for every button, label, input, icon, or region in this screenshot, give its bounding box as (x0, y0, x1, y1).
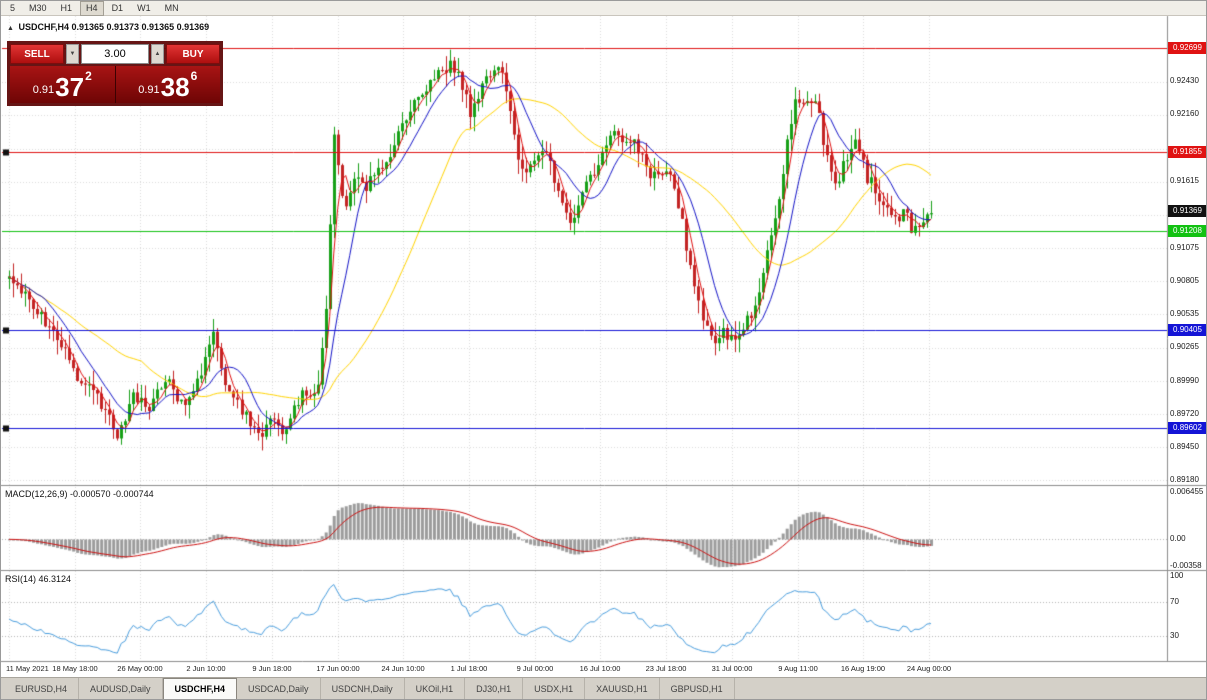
tab-label: GBPUSD,H1 (670, 683, 723, 694)
timeframe-m5-button[interactable]: 5 (10, 2, 16, 13)
collapse-chart-icon[interactable]: ▲ (7, 25, 14, 32)
tab-label: XAUUSD,H1 (596, 683, 648, 694)
timeframe-h4-button[interactable]: H4 (80, 1, 104, 16)
tab-dj30-h1[interactable]: DJ30,H1 (465, 678, 524, 699)
sell-price-prefix: 0.91 (32, 84, 55, 96)
tab-label: AUDUSD,Daily (90, 683, 151, 694)
tab-label: USDCAD,Daily (248, 683, 309, 694)
tab-usdchf-h4[interactable]: USDCHF,H4 (162, 678, 238, 699)
timeframe-mn-button[interactable]: MN (164, 2, 179, 13)
tab-label: UKOil,H1 (415, 683, 454, 694)
trade-controls-row: SELL ▼ 3.00 ▲ BUY (10, 44, 220, 64)
sell-button[interactable]: SELL (10, 44, 64, 64)
buy-price-main: 38 (160, 72, 190, 102)
tab-audusd-daily[interactable]: AUDUSD,Daily (79, 678, 163, 699)
volume-stepper-button[interactable]: ▲ (151, 44, 164, 64)
buy-price-pip: 6 (190, 69, 198, 83)
trade-price-row: 0.91 37 2 0.91 38 6 (10, 66, 220, 103)
volume-input[interactable]: 3.00 (81, 44, 149, 64)
tab-label: USDX,H1 (534, 683, 574, 694)
timeframe-d1-button[interactable]: D1 (111, 2, 124, 13)
tab-label: EURUSD,H4 (15, 683, 68, 694)
tab-usdcad-daily[interactable]: USDCAD,Daily (237, 678, 321, 699)
chart-tab-bar: EURUSD,H4 AUDUSD,Daily USDCHF,H4 USDCAD,… (1, 677, 1206, 699)
tab-label: USDCHF,H4 (174, 684, 226, 694)
tab-ukoil-h1[interactable]: UKOil,H1 (405, 678, 466, 699)
timeframe-m30-button[interactable]: M30 (29, 2, 47, 13)
buy-button[interactable]: BUY (166, 44, 220, 64)
tab-xauusd-h1[interactable]: XAUUSD,H1 (585, 678, 660, 699)
tab-label: USDCNH,Daily (331, 683, 393, 694)
sell-price-main: 37 (55, 72, 85, 102)
buy-price-display[interactable]: 0.91 38 6 (115, 66, 220, 103)
tab-usdx-h1[interactable]: USDX,H1 (523, 678, 586, 699)
timeframe-h1-button[interactable]: H1 (60, 2, 73, 13)
one-click-trading-panel: SELL ▼ 3.00 ▲ BUY 0.91 37 2 0.91 38 6 (7, 41, 223, 106)
timeframe-toolbar: 5 M30 H1 H4 D1 W1 MN (1, 1, 1206, 16)
timeframe-w1-button[interactable]: W1 (137, 2, 151, 13)
sell-price-pip: 2 (85, 69, 92, 83)
tab-usdcnh-daily[interactable]: USDCNH,Daily (321, 678, 405, 699)
tab-eurusd-h4[interactable]: EURUSD,H4 (4, 678, 80, 699)
volume-dropdown-button[interactable]: ▼ (66, 44, 79, 64)
tab-label: DJ30,H1 (476, 683, 512, 694)
tab-gbpusd-h1[interactable]: GBPUSD,H1 (660, 678, 735, 699)
sell-price-display[interactable]: 0.91 37 2 (10, 66, 116, 103)
buy-price-prefix: 0.91 (138, 84, 160, 96)
